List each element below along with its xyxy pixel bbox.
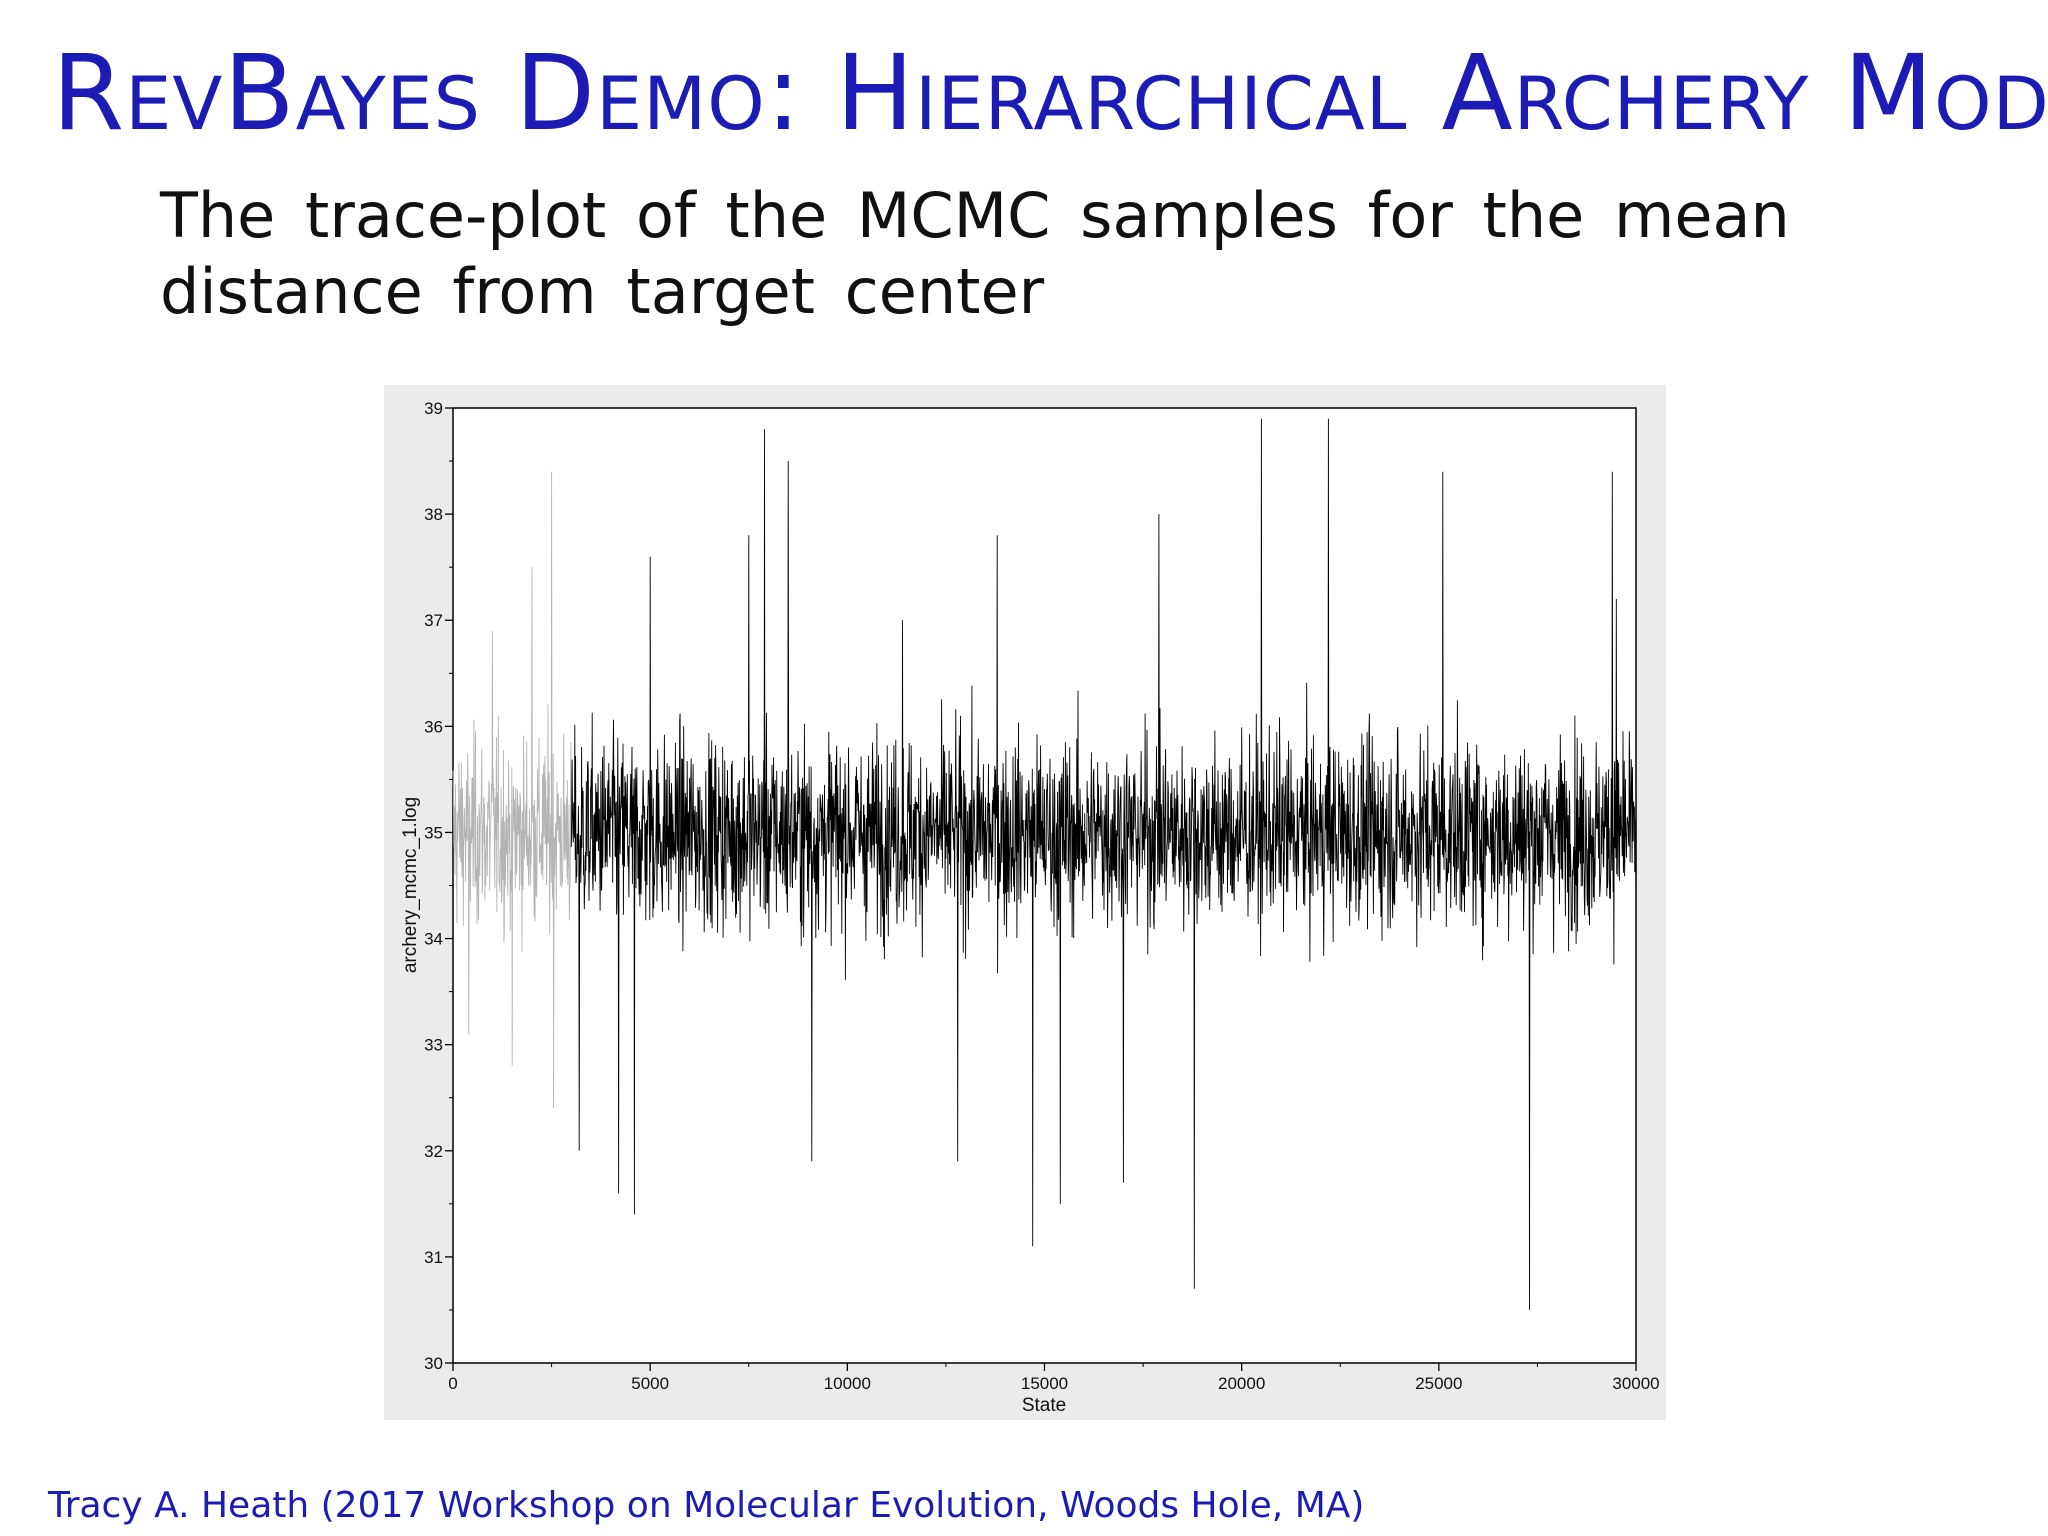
x-tick-label: 20000	[1218, 1374, 1265, 1393]
x-tick-label: 15000	[1021, 1374, 1068, 1393]
y-axis: 30 31 32 33 34 35 36 37 38 39	[424, 399, 453, 1373]
trace-plot-panel: 0 5000 10000 15000 20000 25000 30000 30 31 32 33 3…	[384, 385, 1666, 1420]
x-axis: 0 5000 10000 15000 20000 25000 30000	[448, 1363, 1660, 1393]
trace-series	[452, 418, 1637, 1310]
x-axis-label: State	[1022, 1395, 1066, 1416]
x-tick-label: 25000	[1415, 1374, 1462, 1393]
slide-footer: Tracy A. Heath (2017 Workshop on Molecul…	[48, 1485, 1365, 1526]
y-tick-label: 32	[424, 1142, 443, 1161]
y-tick-label: 37	[424, 611, 443, 630]
y-tick-label: 33	[424, 1036, 443, 1055]
y-tick-label: 35	[424, 823, 443, 842]
trace-line	[570, 418, 1637, 1310]
slide-title: RevBayes Demo: Hierarchical Archery Mode…	[52, 32, 2048, 154]
x-tick-label: 5000	[631, 1374, 669, 1393]
y-tick-label: 31	[424, 1248, 443, 1267]
y-tick-label: 36	[424, 717, 443, 736]
y-tick-label: 39	[424, 399, 443, 418]
trace-plot: 0 5000 10000 15000 20000 25000 30000 303132333…	[400, 399, 1660, 1416]
burnin-trace-line	[452, 471, 572, 1109]
y-tick-label: 38	[424, 505, 443, 524]
x-tick-label: 30000	[1612, 1374, 1659, 1393]
x-tick-label: 0	[448, 1374, 457, 1393]
plot-area	[452, 407, 1637, 1364]
x-tick-label: 10000	[824, 1374, 871, 1393]
y-tick-label: 34	[424, 930, 443, 949]
slide-subtitle: The trace-plot of the MCMC samples for t…	[160, 179, 1790, 328]
y-tick-label: 30	[424, 1354, 443, 1373]
y-axis-label: archery_mcmc_1.log	[400, 797, 421, 973]
